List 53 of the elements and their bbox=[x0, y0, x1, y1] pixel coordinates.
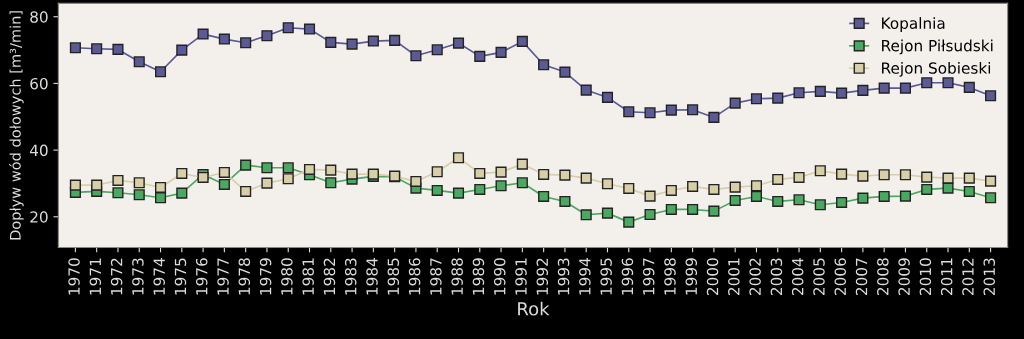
x-tick-label: 1972 bbox=[110, 258, 123, 295]
x-tick-label: 1970 bbox=[68, 258, 80, 295]
x-tick-label: 2000 bbox=[706, 258, 719, 295]
x-tick-label: 2010 bbox=[919, 258, 932, 295]
x-tick-label: 1978 bbox=[238, 258, 251, 295]
x-tick-label: 1999 bbox=[685, 258, 698, 295]
legend-label: Kopalnia bbox=[882, 17, 945, 32]
x-tick-label: 1997 bbox=[642, 258, 655, 295]
x-tick-label: 2012 bbox=[962, 258, 974, 295]
x-tick-label: 2005 bbox=[813, 258, 825, 295]
x-tick-label: 1992 bbox=[536, 258, 549, 295]
x-tick-label: 1988 bbox=[451, 258, 463, 295]
x-tick-label: 2006 bbox=[834, 258, 847, 295]
x-tick-label: 2011 bbox=[940, 258, 953, 295]
x-tick-label: 1986 bbox=[408, 258, 421, 295]
legend-label: Rejon Piłsudski bbox=[882, 39, 993, 55]
x-tick-label: 1976 bbox=[195, 258, 208, 295]
x-tick-label: 2004 bbox=[791, 258, 804, 295]
x-tick-label: 1990 bbox=[493, 258, 506, 295]
x-tick-label: 1994 bbox=[579, 258, 591, 295]
y-axis-title: Dopływ wód dołowych [m³/min] bbox=[8, 11, 24, 240]
y-tick-label: 80 bbox=[30, 11, 48, 23]
x-tick-label: 1993 bbox=[557, 258, 570, 295]
x-tick-label: 1980 bbox=[281, 258, 293, 295]
x-tick-label: 1973 bbox=[132, 258, 144, 295]
x-tick-label: 1996 bbox=[621, 258, 634, 295]
legend-label: Rejon Sobieski bbox=[882, 61, 991, 77]
x-tick-label: 1985 bbox=[387, 258, 400, 295]
y-tick-label: 20 bbox=[30, 211, 48, 223]
x-tick-label: 1974 bbox=[153, 258, 165, 295]
y-tick-label: 40 bbox=[29, 144, 48, 157]
x-tick-label: 1975 bbox=[174, 258, 187, 295]
x-tick-label: 1983 bbox=[344, 258, 357, 295]
x-tick-label: 2013 bbox=[983, 258, 996, 295]
x-tick-label: 1979 bbox=[259, 258, 272, 295]
x-axis-title: Rok bbox=[518, 301, 550, 316]
y-tick-label: 60 bbox=[30, 77, 48, 90]
x-tick-label: 1971 bbox=[89, 258, 102, 295]
x-tick-label: 1981 bbox=[302, 258, 314, 295]
x-tick-label: 1987 bbox=[430, 258, 442, 295]
x-tick-label: 1989 bbox=[472, 258, 485, 295]
x-tick-label: 1984 bbox=[366, 258, 378, 295]
x-tick-label: 2002 bbox=[749, 258, 761, 295]
x-tick-label: 1977 bbox=[217, 258, 229, 295]
x-tick-label: 2009 bbox=[898, 258, 910, 295]
x-tick-label: 2007 bbox=[855, 258, 868, 295]
x-tick-label: 2008 bbox=[877, 258, 889, 295]
x-tick-label: 1991 bbox=[515, 258, 527, 295]
x-tick-label: 2003 bbox=[770, 258, 783, 295]
x-tick-label: 1995 bbox=[600, 258, 612, 295]
x-tick-label: 1982 bbox=[323, 258, 336, 295]
x-tick-label: 2001 bbox=[728, 258, 740, 295]
x-tick-label: 1998 bbox=[664, 258, 676, 295]
